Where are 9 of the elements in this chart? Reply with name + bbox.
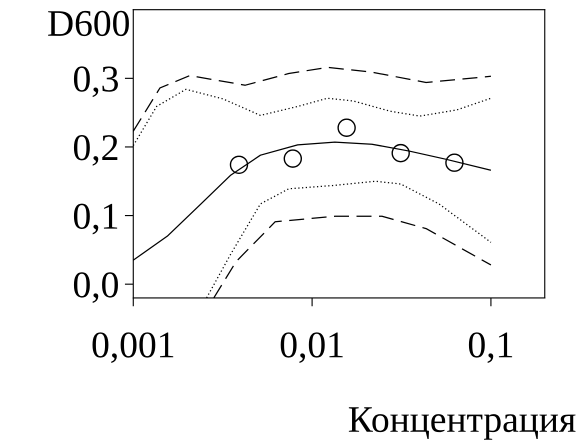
x-tick-label: 0,001	[92, 332, 174, 364]
y-axis-title: D600	[48, 10, 129, 36]
y-tick-label: 0,2	[74, 135, 118, 166]
x-tick-label: 0,1	[468, 332, 512, 364]
x-tick-label: 0,01	[280, 332, 343, 364]
y-tick-label: 0,1	[74, 204, 118, 234]
x-axis-title: Концентрация	[348, 407, 576, 440]
y-tick-label: 0,3	[74, 66, 118, 98]
y-tick-label: 0,0	[74, 272, 118, 303]
